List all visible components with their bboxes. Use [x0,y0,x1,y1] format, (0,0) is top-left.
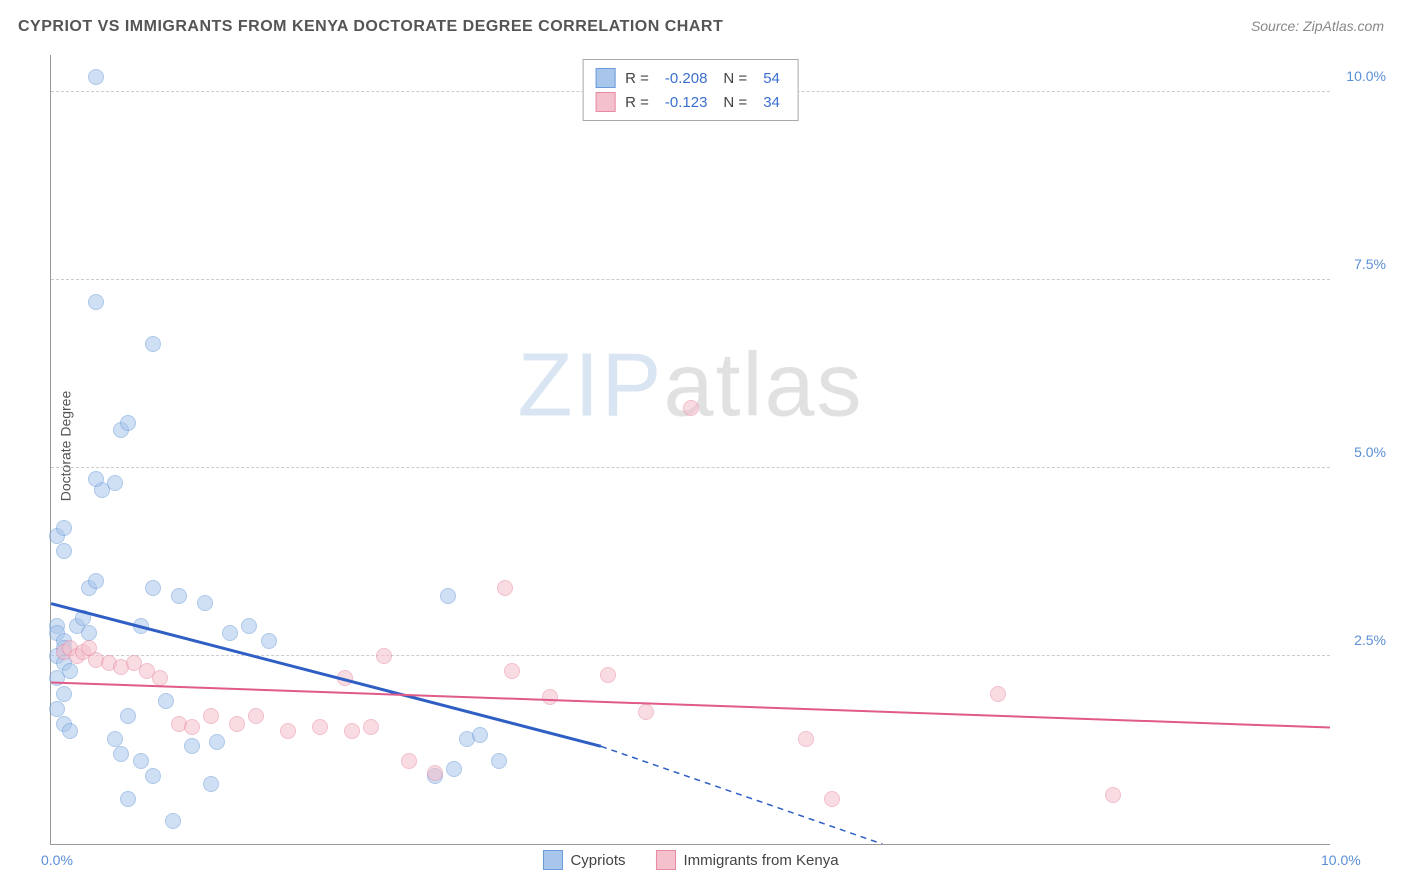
scatter-point [798,731,814,747]
scatter-point [363,719,379,735]
scatter-point [158,693,174,709]
x-tick-label: 10.0% [1321,852,1361,868]
scatter-point [683,400,699,416]
scatter-point [427,765,443,781]
legend-item-2: Immigrants from Kenya [655,850,838,870]
scatter-point [209,734,225,750]
scatter-point [171,588,187,604]
scatter-point [145,580,161,596]
scatter-point [203,776,219,792]
scatter-point [312,719,328,735]
stat-row-series1: R = -0.208 N = 54 [595,66,786,90]
scatter-point [184,719,200,735]
correlation-stats-box: R = -0.208 N = 54 R = -0.123 N = 34 [582,59,799,121]
chart-plot-area: ZIPatlas 2.5%5.0%7.5%10.0% R = -0.208 N … [50,55,1330,845]
scatter-point [344,723,360,739]
scatter-point [472,727,488,743]
bottom-legend: Cypriots Immigrants from Kenya [542,850,838,870]
legend-label-2: Immigrants from Kenya [683,852,838,869]
scatter-point [107,731,123,747]
scatter-point [120,791,136,807]
scatter-point [49,701,65,717]
scatter-point [152,670,168,686]
scatter-point [229,716,245,732]
n-value-2: 34 [763,94,780,111]
n-label: N = [723,94,747,111]
swatch-series1 [595,68,615,88]
scatter-point [145,336,161,352]
scatter-point [56,686,72,702]
legend-item-1: Cypriots [542,850,625,870]
scatter-point [401,753,417,769]
trend-line-dashed [601,746,882,844]
source-credit: Source: ZipAtlas.com [1251,18,1384,34]
scatter-point [62,663,78,679]
scatter-point [241,618,257,634]
r-label: R = [625,70,649,87]
scatter-point [133,618,149,634]
scatter-point [197,595,213,611]
scatter-point [56,543,72,559]
legend-swatch-1 [542,850,562,870]
legend-label-1: Cypriots [570,852,625,869]
scatter-point [824,791,840,807]
gridline [51,467,1330,468]
scatter-point [446,761,462,777]
stat-row-series2: R = -0.123 N = 34 [595,90,786,114]
x-tick-label: 0.0% [41,852,73,868]
scatter-point [491,753,507,769]
y-tick-label: 10.0% [1346,68,1386,84]
watermark-atlas: atlas [663,336,863,436]
y-tick-label: 7.5% [1354,256,1386,272]
scatter-point [133,753,149,769]
scatter-point [1105,787,1121,803]
r-value-1: -0.208 [665,70,708,87]
scatter-point [88,471,104,487]
scatter-point [337,670,353,686]
n-label: N = [723,70,747,87]
scatter-point [184,738,200,754]
legend-swatch-2 [655,850,675,870]
scatter-point [990,686,1006,702]
gridline [51,279,1330,280]
scatter-point [88,573,104,589]
scatter-point [222,625,238,641]
n-value-1: 54 [763,70,780,87]
gridline [51,655,1330,656]
scatter-point [376,648,392,664]
scatter-point [120,415,136,431]
scatter-point [107,475,123,491]
scatter-point [88,69,104,85]
watermark: ZIPatlas [517,335,863,438]
chart-title: CYPRIOT VS IMMIGRANTS FROM KENYA DOCTORA… [18,18,723,36]
scatter-point [120,708,136,724]
scatter-point [145,768,161,784]
scatter-point [203,708,219,724]
y-tick-label: 2.5% [1354,632,1386,648]
scatter-point [261,633,277,649]
scatter-point [440,588,456,604]
scatter-point [497,580,513,596]
scatter-point [504,663,520,679]
swatch-series2 [595,92,615,112]
scatter-point [81,625,97,641]
r-value-2: -0.123 [665,94,708,111]
scatter-point [62,723,78,739]
scatter-point [638,704,654,720]
scatter-point [280,723,296,739]
scatter-point [600,667,616,683]
scatter-point [56,520,72,536]
y-tick-label: 5.0% [1354,444,1386,460]
scatter-point [248,708,264,724]
scatter-point [165,813,181,829]
scatter-point [88,294,104,310]
scatter-point [75,610,91,626]
scatter-point [542,689,558,705]
watermark-zip: ZIP [517,336,663,436]
scatter-point [113,746,129,762]
r-label: R = [625,94,649,111]
